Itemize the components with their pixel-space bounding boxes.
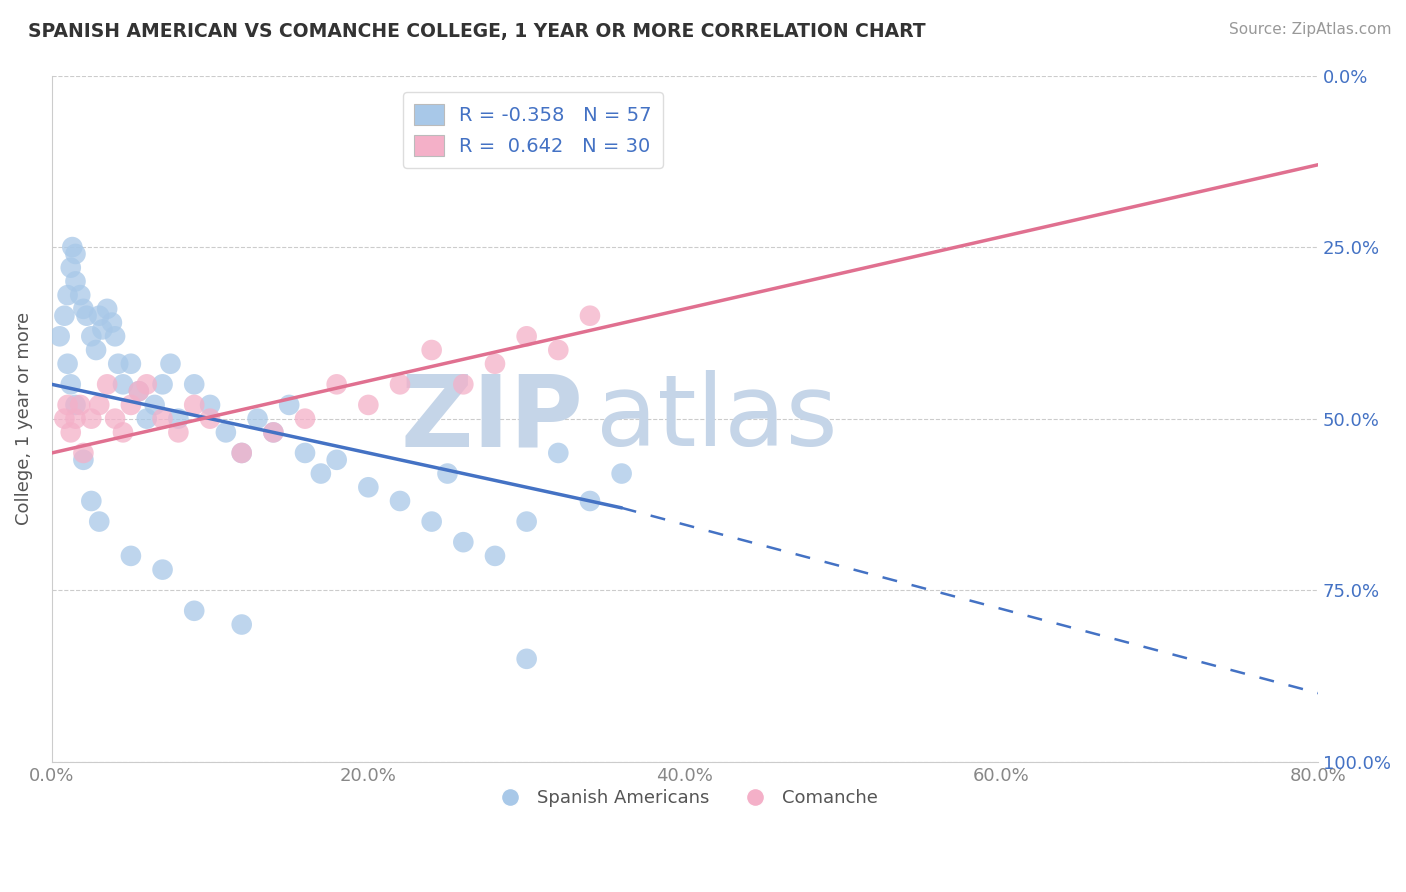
Point	[111, 377, 134, 392]
Point	[231, 446, 253, 460]
Point	[69, 288, 91, 302]
Point	[325, 377, 347, 392]
Legend: Spanish Americans, Comanche: Spanish Americans, Comanche	[485, 782, 884, 814]
Point	[198, 398, 221, 412]
Point	[89, 515, 111, 529]
Point	[294, 446, 316, 460]
Point	[96, 377, 118, 392]
Point	[59, 260, 82, 275]
Point	[579, 494, 602, 508]
Point	[294, 411, 316, 425]
Point	[262, 425, 284, 440]
Point	[128, 384, 150, 399]
Point	[183, 398, 205, 412]
Point	[159, 357, 181, 371]
Point	[80, 411, 103, 425]
Point	[80, 494, 103, 508]
Point	[56, 288, 79, 302]
Point	[152, 411, 174, 425]
Point	[547, 446, 569, 460]
Point	[484, 357, 506, 371]
Point	[388, 377, 411, 392]
Point	[516, 329, 538, 343]
Point	[516, 652, 538, 666]
Point	[231, 617, 253, 632]
Point	[436, 467, 458, 481]
Point	[96, 301, 118, 316]
Point	[56, 398, 79, 412]
Point	[246, 411, 269, 425]
Point	[72, 452, 94, 467]
Point	[262, 425, 284, 440]
Point	[143, 398, 166, 412]
Point	[80, 329, 103, 343]
Point	[135, 411, 157, 425]
Point	[89, 398, 111, 412]
Point	[309, 467, 332, 481]
Point	[120, 357, 142, 371]
Point	[420, 515, 443, 529]
Point	[72, 446, 94, 460]
Point	[84, 343, 107, 357]
Point	[547, 343, 569, 357]
Point	[135, 377, 157, 392]
Point	[420, 343, 443, 357]
Point	[89, 309, 111, 323]
Point	[183, 604, 205, 618]
Point	[65, 398, 87, 412]
Point	[579, 309, 602, 323]
Point	[198, 411, 221, 425]
Point	[120, 549, 142, 563]
Point	[107, 357, 129, 371]
Point	[152, 377, 174, 392]
Point	[53, 411, 76, 425]
Point	[183, 377, 205, 392]
Point	[120, 398, 142, 412]
Point	[91, 322, 114, 336]
Point	[65, 274, 87, 288]
Point	[104, 411, 127, 425]
Point	[59, 425, 82, 440]
Point	[48, 329, 70, 343]
Point	[388, 494, 411, 508]
Point	[59, 377, 82, 392]
Point	[453, 377, 475, 392]
Point	[215, 425, 238, 440]
Point	[128, 384, 150, 399]
Y-axis label: College, 1 year or more: College, 1 year or more	[15, 312, 32, 525]
Point	[167, 411, 190, 425]
Point	[65, 411, 87, 425]
Point	[76, 309, 98, 323]
Point	[53, 309, 76, 323]
Point	[516, 515, 538, 529]
Point	[453, 535, 475, 549]
Text: ZIP: ZIP	[401, 370, 583, 467]
Point	[69, 398, 91, 412]
Point	[152, 563, 174, 577]
Point	[484, 549, 506, 563]
Point	[231, 446, 253, 460]
Point	[65, 247, 87, 261]
Point	[167, 425, 190, 440]
Point	[278, 398, 301, 412]
Point	[111, 425, 134, 440]
Point	[357, 480, 380, 494]
Text: atlas: atlas	[596, 370, 838, 467]
Point	[104, 329, 127, 343]
Text: Source: ZipAtlas.com: Source: ZipAtlas.com	[1229, 22, 1392, 37]
Point	[60, 240, 83, 254]
Text: SPANISH AMERICAN VS COMANCHE COLLEGE, 1 YEAR OR MORE CORRELATION CHART: SPANISH AMERICAN VS COMANCHE COLLEGE, 1 …	[28, 22, 925, 41]
Point	[101, 316, 124, 330]
Point	[610, 467, 633, 481]
Point	[357, 398, 380, 412]
Point	[56, 357, 79, 371]
Point	[325, 452, 347, 467]
Point	[72, 301, 94, 316]
